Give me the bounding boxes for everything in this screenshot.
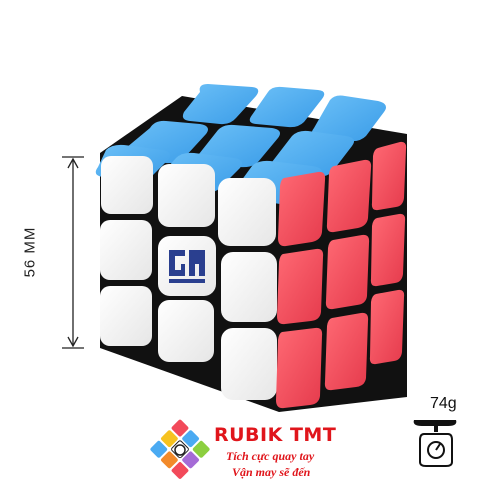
cube-right-face	[276, 141, 407, 409]
gan-logo-icon	[169, 250, 205, 283]
dimension-label: 56 MM	[21, 226, 39, 278]
brand-slogan-line2: Vận may sẽ đến	[232, 465, 311, 479]
cube-center-sticker	[158, 236, 216, 296]
rubik-cube-logo-icon	[150, 419, 210, 479]
dimension-arrow-icon	[62, 156, 84, 349]
brand-slogan-line1: Tích cực quay tay	[226, 449, 315, 463]
brand-name: RUBIK TMT	[214, 424, 337, 446]
scale-icon	[413, 420, 457, 467]
weight-label: 74g	[430, 395, 457, 412]
logo-inner-mark	[174, 444, 186, 456]
